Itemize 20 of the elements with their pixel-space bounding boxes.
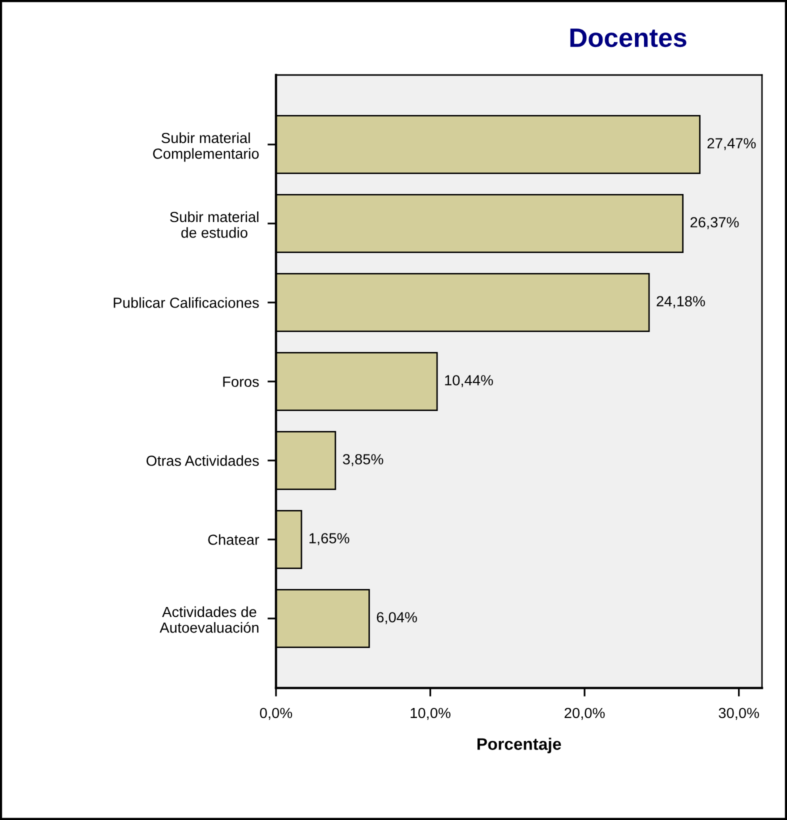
y-tick-label: Foros <box>223 376 259 387</box>
data-label: 26,37% <box>690 217 739 230</box>
y-tick-label: Publicar Calificaciones <box>114 297 259 308</box>
y-tick-label: Otras Actividades <box>146 455 259 466</box>
data-label: 27,47% <box>708 138 756 150</box>
y-tick-label: Chatear <box>208 534 260 545</box>
data-label: 10,44% <box>445 375 493 388</box>
data-label: 3,85% <box>342 454 384 466</box>
x-tick-label: 10,0% <box>410 708 450 720</box>
y-tick-label: Actividades de Autoevaluación <box>160 606 258 633</box>
y-tick-label: Subir material de estudio <box>170 211 258 238</box>
x-axis-title: Porcentaje <box>478 738 562 754</box>
data-label: 24,18% <box>656 296 705 308</box>
x-tick-label: 20,0% <box>564 708 605 720</box>
data-label: 6,04% <box>376 612 417 624</box>
x-tick-label: 30,0% <box>718 708 760 720</box>
data-label: 1,65% <box>310 533 350 546</box>
y-tick-label: Subir material Complementario <box>153 132 259 162</box>
x-tick-label: 0,0% <box>260 708 292 720</box>
chart-title: Docentes <box>570 28 686 48</box>
